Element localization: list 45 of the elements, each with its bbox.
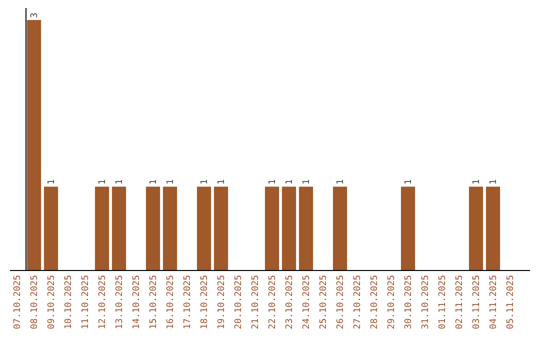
data-label: 1 [285, 179, 295, 185]
x-tick-label: 18.10.2025 [200, 275, 210, 330]
x-tick-label: 15.10.2025 [149, 275, 159, 330]
x-tick-label: 16.10.2025 [166, 275, 176, 330]
data-label: 1 [268, 179, 278, 185]
data-label: 1 [336, 179, 346, 185]
x-tick-label: 30.10.2025 [404, 275, 414, 330]
data-label: 1 [98, 179, 108, 185]
x-tick-label: 17.10.2025 [183, 275, 193, 330]
x-tick-label: 10.10.2025 [64, 275, 74, 330]
x-tick-label: 28.10.2025 [370, 275, 380, 330]
x-tick-label: 26.10.2025 [336, 275, 346, 330]
x-tick-label: 14.10.2025 [132, 275, 142, 330]
data-label: 1 [217, 179, 227, 185]
x-tick-label: 27.10.2025 [353, 275, 363, 330]
x-tick-label: 03.11.2025 [472, 275, 482, 330]
data-label: 1 [47, 179, 57, 185]
x-tick-label: 08.10.2025 [30, 275, 40, 330]
data-label: 1 [302, 179, 312, 185]
data-label: 1 [404, 179, 414, 185]
data-label: 1 [149, 179, 159, 185]
x-tick-label: 20.10.2025 [234, 275, 244, 330]
data-label: 1 [472, 179, 482, 185]
x-tick-label: 11.10.2025 [81, 275, 91, 330]
x-tick-label: 01.11.2025 [438, 275, 448, 330]
data-label: 1 [115, 179, 125, 185]
data-label: 1 [166, 179, 176, 185]
x-tick-label: 09.10.2025 [47, 275, 57, 330]
x-tick-label: 31.10.2025 [421, 275, 431, 330]
x-tick-label: 02.11.2025 [455, 275, 465, 330]
x-tick-label: 07.10.2025 [13, 275, 23, 330]
x-tick-label: 12.10.2025 [98, 275, 108, 330]
data-label: 1 [200, 179, 210, 185]
x-tick-label: 25.10.2025 [319, 275, 329, 330]
x-tick-label: 13.10.2025 [115, 275, 125, 330]
x-tick-label: 19.10.2025 [217, 275, 227, 330]
x-tick-label: 23.10.2025 [285, 275, 295, 330]
x-tick-label: 05.11.2025 [506, 275, 516, 330]
x-tick-label: 21.10.2025 [251, 275, 261, 330]
x-tick-label: 22.10.2025 [268, 275, 278, 330]
data-label: 1 [489, 179, 499, 185]
x-tick-label: 29.10.2025 [387, 275, 397, 330]
x-tick-label: 04.11.2025 [489, 275, 499, 330]
x-tick-label: 24.10.2025 [302, 275, 312, 330]
data-label: 3 [30, 12, 40, 18]
